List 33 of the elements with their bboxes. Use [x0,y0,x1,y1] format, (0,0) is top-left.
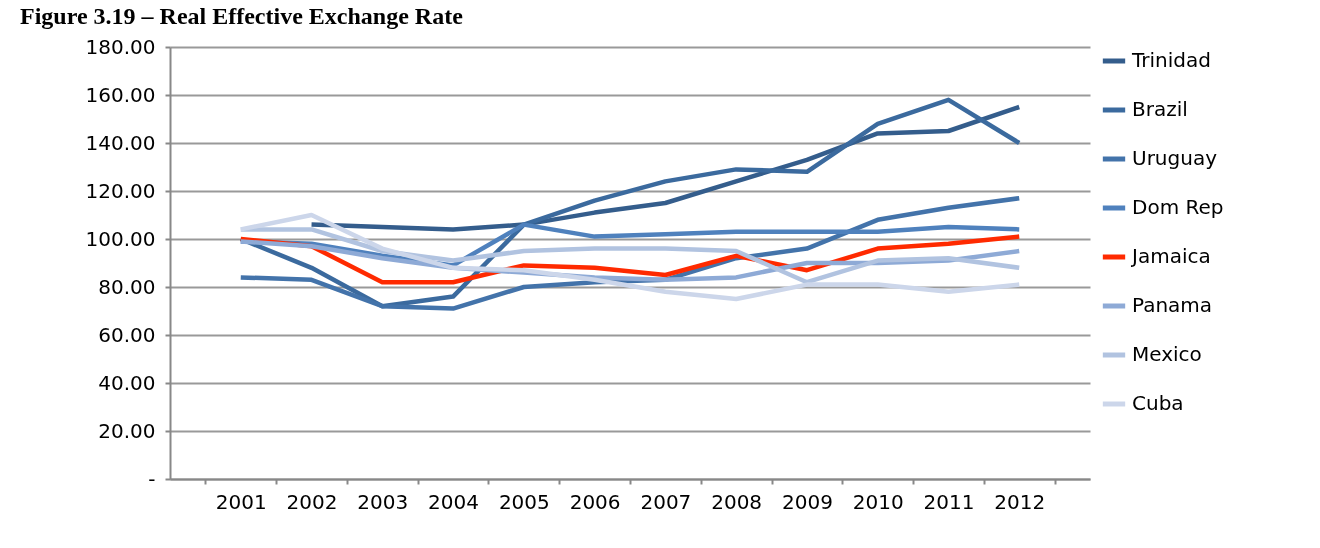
x-tick-label: 2003 [357,489,409,514]
legend-label: Dom Rep [1132,195,1224,219]
x-tick-label: 2007 [640,489,692,514]
y-tick-label: - [148,466,156,491]
x-tick-label: 2010 [852,489,904,514]
legend-label: Jamaica [1130,244,1211,268]
legend-label: Panama [1132,293,1213,317]
y-tick-label: 160.00 [85,82,156,107]
legend-label: Brazil [1132,97,1188,121]
x-tick-label: 2006 [569,489,621,514]
line-series [238,212,1022,302]
y-tick-label: 120.00 [85,178,156,203]
legend-label: Mexico [1132,342,1202,366]
x-tick-label: 2012 [994,489,1046,514]
x-tick-label: 2002 [286,489,338,514]
x-tick-label: 2011 [923,489,975,514]
x-tick-label: 2004 [428,489,480,514]
y-tick-label: 140.00 [85,130,156,155]
y-tick-label: 20.00 [98,418,156,443]
x-tick-label: 2008 [711,489,763,514]
legend-label: Cuba [1132,391,1184,415]
line-series [309,104,1022,232]
y-tick-label: 100.00 [85,226,156,251]
y-tick-label: 40.00 [98,370,156,395]
y-tick-label: 180.00 [85,34,156,59]
chart-title: Figure 3.19 – Real Effective Exchange Rate [20,3,464,29]
y-tick-label: 60.00 [98,322,156,347]
x-tick-label: 2001 [215,489,267,514]
y-tick-label: 80.00 [98,274,156,299]
x-tick-label: 2005 [498,489,550,514]
legend-label: Trinidad [1131,48,1211,72]
legend-label: Uruguay [1132,146,1218,170]
x-tick-label: 2009 [781,489,833,514]
